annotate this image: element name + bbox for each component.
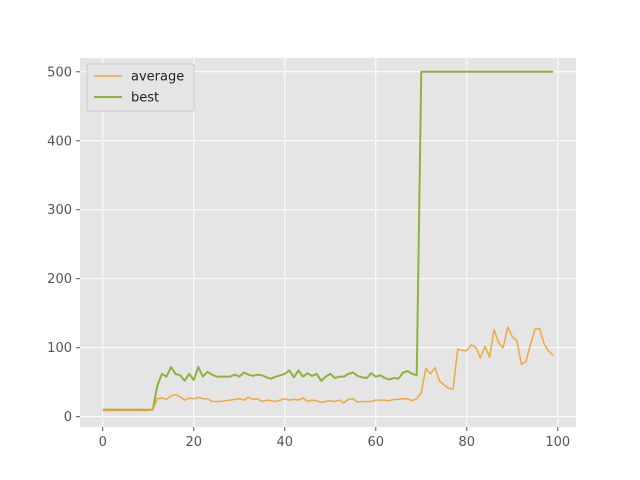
x-tick-label: 40	[276, 435, 293, 450]
y-tick-label: 300	[47, 203, 72, 218]
y-tick-label: 100	[47, 341, 72, 356]
x-tick-label: 0	[99, 435, 107, 450]
x-tick-label: 60	[368, 435, 385, 450]
plot-area	[80, 58, 576, 427]
x-tick-label: 100	[545, 435, 570, 450]
grid-lines	[80, 58, 576, 427]
y-tick-label: 500	[47, 65, 72, 80]
y-tick-label: 400	[47, 134, 72, 149]
series-layer	[102, 70, 554, 412]
y-tick-label: 0	[64, 410, 72, 425]
series-line-best	[102, 70, 554, 411]
axis-ticks: 0 20 40 60 80 100 0 100 200 300 400 500	[47, 65, 570, 450]
legend-label-average: average	[131, 70, 184, 85]
x-tick-label: 20	[185, 435, 202, 450]
legend-label-best: best	[131, 91, 159, 106]
x-tick-label: 80	[459, 435, 476, 450]
series-line-average	[102, 326, 554, 412]
legend: average best	[86, 63, 195, 112]
y-tick-label: 200	[47, 272, 72, 287]
